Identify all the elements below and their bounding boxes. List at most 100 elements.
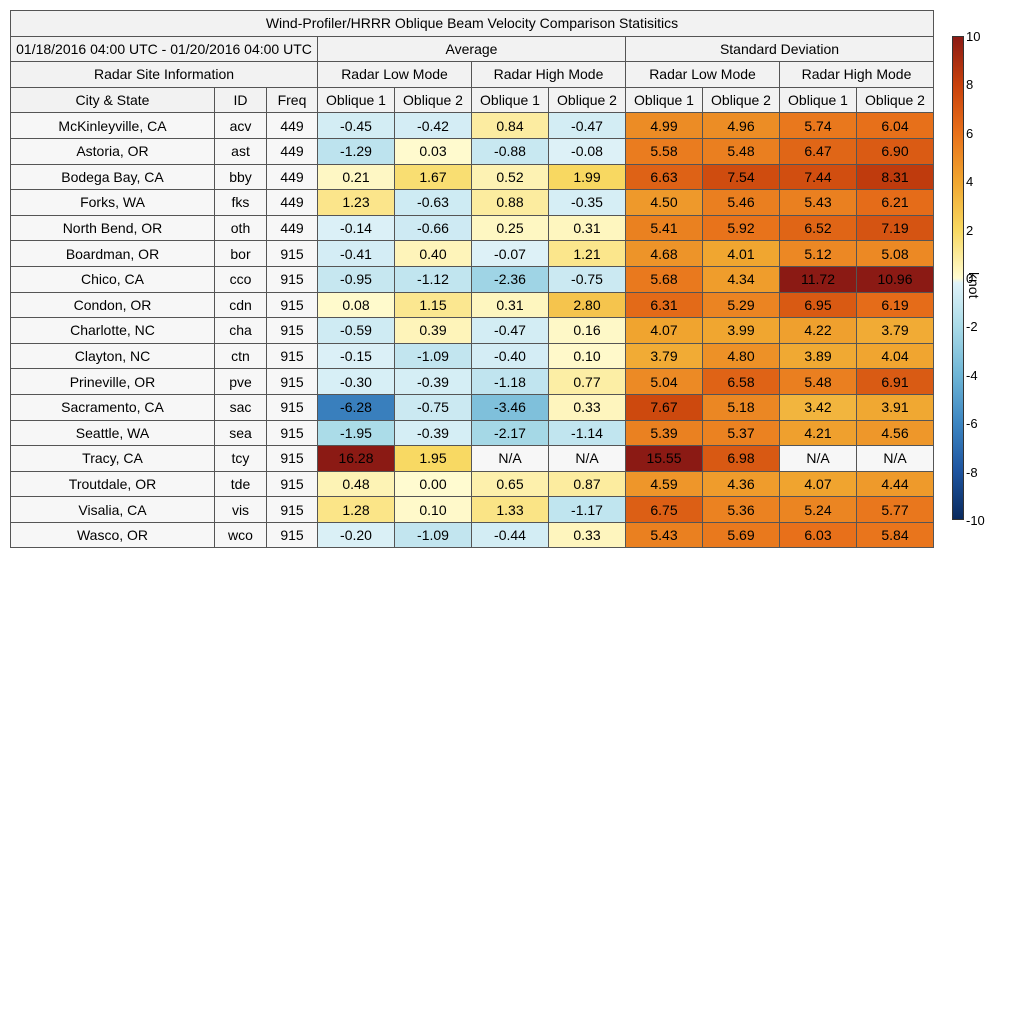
value-cell: -0.08 [548,137,626,165]
value-cell: 0.88 [471,189,549,216]
std-deviation-header: Standard Deviation [625,35,934,63]
site-id: bor [214,240,267,267]
value-cell: -1.09 [394,521,472,549]
mode-header: Radar Low Mode [317,61,472,88]
value-cell: 1.33 [471,496,549,523]
site-city: Wasco, OR [10,521,215,549]
value-cell: 0.10 [394,496,472,523]
table-row: Astoria, OR ast 449 -1.29 0.03 -0.88 -0.08 5.58… [10,137,934,165]
site-freq: 915 [266,317,318,344]
value-cell: 1.23 [317,189,395,216]
value-cell: -3.46 [471,393,549,421]
value-cell: 1.21 [548,240,626,267]
table-row: North Bend, OR oth 449 -0.14 -0.66 0.25 0.31 5.… [10,214,934,242]
value-cell: 7.54 [702,163,780,191]
site-city: Tracy, CA [10,445,215,472]
value-cell: -0.40 [471,342,549,370]
site-id: ast [214,137,267,165]
value-cell: 0.48 [317,470,395,498]
site-freq: 915 [266,393,318,421]
value-cell: -0.75 [394,393,472,421]
value-cell: 6.52 [779,214,857,242]
value-cell: 5.43 [625,521,703,549]
site-city: Clayton, NC [10,342,215,370]
site-id: pve [214,368,267,395]
value-cell: 7.19 [856,214,934,242]
column-header: Oblique 1 [625,86,703,114]
value-cell: 4.01 [702,240,780,267]
value-cell: -0.42 [394,112,472,139]
value-cell: 6.95 [779,291,857,319]
value-cell: -0.44 [471,521,549,549]
site-freq: 915 [266,445,318,472]
value-cell: 0.33 [548,393,626,421]
value-cell: 4.44 [856,470,934,498]
site-id: acv [214,112,267,139]
site-city: Forks, WA [10,189,215,216]
site-id: cdn [214,291,267,319]
value-cell: 5.92 [702,214,780,242]
value-cell: 3.79 [625,342,703,370]
value-cell: 0.77 [548,368,626,395]
value-cell: 5.48 [779,368,857,395]
table-row: Boardman, OR bor 915 -0.41 0.40 -0.07 1.21 4.68… [10,240,934,267]
value-cell: 16.28 [317,445,395,472]
value-cell: 5.24 [779,496,857,523]
value-cell: 0.65 [471,470,549,498]
value-cell: 0.16 [548,317,626,344]
value-cell: 5.12 [779,240,857,267]
value-cell: -6.28 [317,393,395,421]
value-cell: -1.12 [394,265,472,293]
value-cell: 4.50 [625,189,703,216]
site-freq: 915 [266,368,318,395]
value-cell: 0.03 [394,137,472,165]
value-cell: 4.99 [625,112,703,139]
site-freq: 915 [266,291,318,319]
value-cell: 15.55 [625,445,703,472]
value-cell: 5.37 [702,419,780,447]
value-cell: 6.90 [856,137,934,165]
value-cell: 1.67 [394,163,472,191]
value-cell: 0.87 [548,470,626,498]
value-cell: 1.15 [394,291,472,319]
mode-header: Radar Low Mode [625,61,780,88]
value-cell: -1.17 [548,496,626,523]
value-cell: -1.09 [394,342,472,370]
site-city: Condon, OR [10,291,215,319]
value-cell: -0.41 [317,240,395,267]
table-row: Wasco, OR wco 915 -0.20 -1.09 -0.44 0.33 5.43 5.… [10,521,934,549]
site-info-header: Radar Site Information [10,61,318,88]
mode-header: Radar High Mode [471,61,626,88]
value-cell: -2.17 [471,419,549,447]
table-row: Forks, WA fks 449 1.23 -0.63 0.88 -0.35 4.50 5.4… [10,189,934,216]
value-cell: 6.19 [856,291,934,319]
value-cell: 4.59 [625,470,703,498]
value-cell: 8.31 [856,163,934,191]
value-cell: 4.22 [779,317,857,344]
site-freq: 449 [266,214,318,242]
value-cell: 5.68 [625,265,703,293]
value-cell: 6.63 [625,163,703,191]
site-id: oth [214,214,267,242]
site-id: cha [214,317,267,344]
value-cell: -0.15 [317,342,395,370]
value-cell: 11.72 [779,265,857,293]
value-cell: 5.43 [779,189,857,216]
column-header: City & State [10,86,215,114]
colorbar-tick-label: -2 [966,319,978,335]
value-cell: 6.47 [779,137,857,165]
value-cell: 5.08 [856,240,934,267]
site-city: Sacramento, CA [10,393,215,421]
value-cell: 6.91 [856,368,934,395]
table-row: Prineville, OR pve 915 -0.30 -0.39 -1.18 0.77 5… [10,368,934,395]
value-cell: 0.08 [317,291,395,319]
site-city: Prineville, OR [10,368,215,395]
average-header: Average [317,35,626,63]
value-cell: -0.95 [317,265,395,293]
value-cell: 3.99 [702,317,780,344]
value-cell: 5.41 [625,214,703,242]
value-cell: 7.44 [779,163,857,191]
value-cell: -0.88 [471,137,549,165]
value-cell: 2.80 [548,291,626,319]
value-cell: -0.14 [317,214,395,242]
